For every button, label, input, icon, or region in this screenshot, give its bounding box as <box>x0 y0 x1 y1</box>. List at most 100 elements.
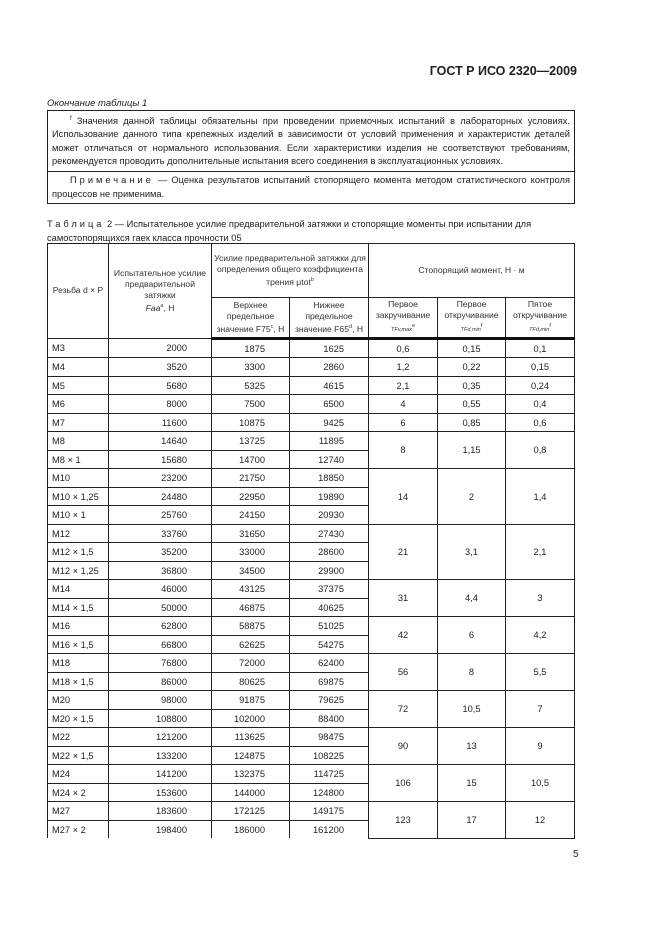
thread-cell: M4 <box>47 357 109 377</box>
first-off-torque-cell: 2 <box>437 468 506 525</box>
test-force-cell: 153600 <box>108 782 212 803</box>
lower-cell: 4615 <box>289 375 369 396</box>
upper-cell: 24150 <box>211 505 290 525</box>
upper-cell: 1875 <box>211 337 290 359</box>
thread-cell: M24 × 2 <box>47 782 109 803</box>
thread-cell: M24 <box>47 764 109 784</box>
lower-cell: 11895 <box>289 431 369 451</box>
test-force-cell: 35200 <box>108 542 212 562</box>
thread-cell: M18 × 1,5 <box>47 671 109 692</box>
lower-cell: 51025 <box>289 616 369 636</box>
lower-cell: 69875 <box>289 671 369 692</box>
first-off-torque-cell: 0,85 <box>437 412 506 433</box>
footnote-f: f Значения данной таблицы обязательны пр… <box>48 111 574 173</box>
upper-cell: 102000 <box>211 708 290 729</box>
first-on-torque-cell: 0,6 <box>368 337 438 359</box>
test-force-cell: 76800 <box>108 653 212 673</box>
header-preload-group: Усилие предварительной затяжки для опред… <box>211 243 369 298</box>
test-force-cell: 183600 <box>108 801 212 821</box>
header-test-force: Испытательное усилие предварительной зат… <box>108 243 212 339</box>
first-on-torque-cell: 4 <box>368 394 438 414</box>
first-on-torque-cell: 14 <box>368 468 438 525</box>
lower-cell: 37375 <box>289 579 369 599</box>
table-row: M27 183600 172125 149175 123 17 12 <box>47 801 575 839</box>
upper-cell: 91875 <box>211 690 290 710</box>
test-force-cell: 5680 <box>108 375 212 396</box>
test-force-cell: 15680 <box>108 449 212 470</box>
table-body: M3 2000 1875 1625 0,6 0,15 0,1 M4 3520 3300 2860 1,… <box>47 337 575 839</box>
fifth-off-torque-cell: 10,5 <box>505 764 575 803</box>
first-off-torque-cell: 4,4 <box>437 579 506 618</box>
lower-cell: 114725 <box>289 764 369 784</box>
upper-cell: 80625 <box>211 671 290 692</box>
test-force-cell: 24480 <box>108 486 212 507</box>
table-row: M3 2000 1875 1625 0,6 0,15 0,1 <box>47 337 575 359</box>
thread-cell: M16 × 1,5 <box>47 634 109 655</box>
table-row: M16 62800 58875 51025 42 6 4,2 <box>47 616 575 655</box>
table2-caption: Таблица 2 — Испытательное усилие предвар… <box>47 219 532 243</box>
first-on-torque-cell: 106 <box>368 764 438 803</box>
table-row: M7 11600 10875 9425 6 0,85 0,6 <box>47 412 575 433</box>
lower-cell: 108225 <box>289 745 369 766</box>
thread-cell: M12 × 1,5 <box>47 542 109 562</box>
document-id: ГОСТ Р ИСО 2320—2009 <box>429 64 577 78</box>
thread-cell: M20 <box>47 690 109 710</box>
fifth-off-torque-cell: 0,24 <box>505 375 575 396</box>
header-first-off: Первое откручивание TFd,minf <box>437 297 506 340</box>
upper-cell: 72000 <box>211 653 290 673</box>
table-row: M24 141200 132375 114725 106 15 10,5 <box>47 764 575 803</box>
thread-cell: M12 <box>47 523 109 544</box>
fifth-off-torque-cell: 0,1 <box>505 337 575 359</box>
lower-cell: 98475 <box>289 727 369 747</box>
upper-cell: 34500 <box>211 560 290 581</box>
lower-cell: 29900 <box>289 560 369 581</box>
test-force-cell: 46000 <box>108 579 212 599</box>
first-on-torque-cell: 6 <box>368 412 438 433</box>
test-force-cell: 2000 <box>108 337 212 359</box>
test-force-cell: 66800 <box>108 634 212 655</box>
lower-cell: 1625 <box>289 337 369 359</box>
table2: Резьба d × P Испытательное усилие предва… <box>47 243 575 839</box>
upper-cell: 5325 <box>211 375 290 396</box>
header-first-on: Первое закручивание TFv,maxe <box>368 297 438 340</box>
upper-cell: 31650 <box>211 523 290 544</box>
test-force-cell: 33760 <box>108 523 212 544</box>
page-number: 5 <box>573 849 579 860</box>
table-row: M18 76800 72000 62400 56 8 5,5 <box>47 653 575 692</box>
first-on-torque-cell: 2,1 <box>368 375 438 396</box>
upper-cell: 124875 <box>211 745 290 766</box>
fifth-off-torque-cell: 2,1 <box>505 523 575 581</box>
lower-cell: 12740 <box>289 449 369 470</box>
first-on-torque-cell: 1,2 <box>368 357 438 377</box>
test-force-cell: 50000 <box>108 597 212 618</box>
upper-cell: 33000 <box>211 542 290 562</box>
test-force-cell: 198400 <box>108 819 212 839</box>
first-off-torque-cell: 15 <box>437 764 506 803</box>
upper-cell: 10875 <box>211 412 290 433</box>
upper-cell: 21750 <box>211 468 290 488</box>
thread-cell: M14 × 1,5 <box>47 597 109 618</box>
upper-cell: 144000 <box>211 782 290 803</box>
fifth-off-torque-cell: 3 <box>505 579 575 618</box>
table-row: M6 8000 7500 6500 4 0,55 0,4 <box>47 394 575 414</box>
fifth-off-torque-cell: 12 <box>505 801 575 839</box>
lower-cell: 54275 <box>289 634 369 655</box>
thread-cell: M10 <box>47 468 109 488</box>
upper-cell: 14700 <box>211 449 290 470</box>
table-row: M8 14640 13725 11895 8 1,15 0,8 <box>47 431 575 470</box>
thread-cell: M10 × 1,25 <box>47 486 109 507</box>
thread-cell: M12 × 1,25 <box>47 560 109 581</box>
table-row: M20 × 1,5 108800 102000 88400 <box>47 708 575 729</box>
lower-cell: 6500 <box>289 394 369 414</box>
upper-cell: 22950 <box>211 486 290 507</box>
table-row: M4 3520 3300 2860 1,2 0,22 0,15 <box>47 357 575 377</box>
test-force-cell: 86000 <box>108 671 212 692</box>
table-row: M12 × 1,25 36800 34500 29900 <box>47 560 575 581</box>
table-row: M10 23200 21750 18850 14 2 1,4 <box>47 468 575 525</box>
first-off-torque-cell: 0,15 <box>437 337 506 359</box>
fifth-off-torque-cell: 9 <box>505 727 575 766</box>
lower-cell: 20930 <box>289 505 369 525</box>
first-on-torque-cell: 21 <box>368 523 438 581</box>
test-force-cell: 23200 <box>108 468 212 488</box>
table-row: M8 × 1 15680 14700 12740 <box>47 449 575 470</box>
